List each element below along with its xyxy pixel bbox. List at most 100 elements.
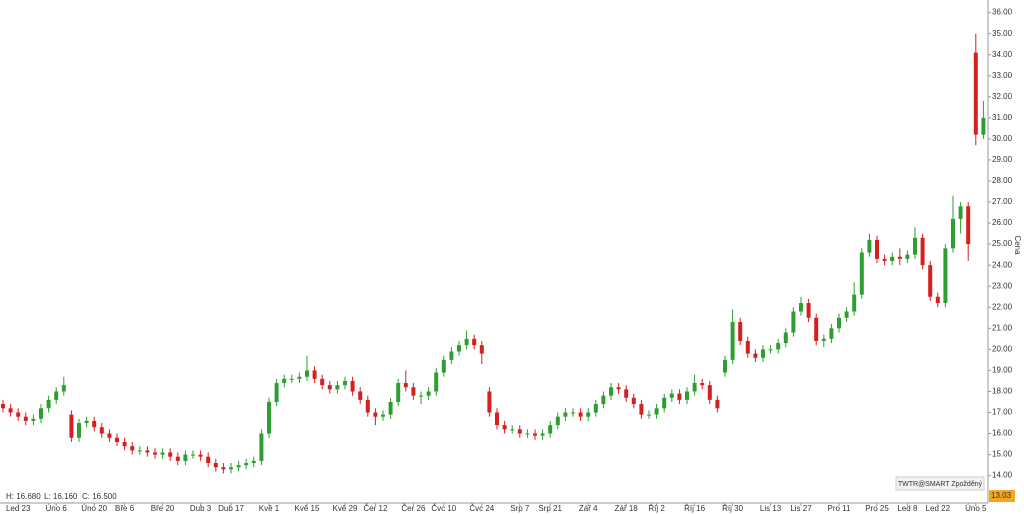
candle-body: [624, 389, 629, 398]
y-tick-label: 14.00: [992, 471, 1013, 480]
candle-body: [259, 433, 264, 461]
candle-body: [289, 378, 294, 380]
candle-body: [510, 429, 515, 431]
candle-body: [738, 322, 743, 341]
candle-body: [77, 423, 81, 438]
x-tick-label: Kvě 15: [295, 504, 320, 513]
candle-body: [137, 450, 142, 452]
info-low: L: 16.160: [44, 492, 78, 501]
candle-body: [837, 317, 841, 329]
x-tick-label: Čvc 10: [431, 504, 456, 513]
candle-body: [419, 395, 423, 397]
candle-body: [639, 404, 644, 415]
candle-body: [905, 254, 910, 259]
candle-body: [23, 416, 28, 421]
candle-body: [327, 385, 332, 390]
candle-body: [153, 452, 157, 455]
candle-body: [935, 296, 940, 304]
candle-body: [593, 404, 598, 413]
candle-body: [267, 401, 271, 434]
x-tick-label: Dub 17: [218, 504, 244, 513]
candle-body: [472, 338, 477, 346]
last-price-label: 13.03: [991, 491, 1012, 500]
candle-body: [236, 465, 241, 468]
candle-body: [806, 303, 811, 318]
candle-body: [487, 391, 492, 413]
candle-body: [707, 385, 712, 400]
candle-body: [251, 460, 256, 464]
candle-body: [320, 378, 325, 386]
y-tick-label: 32.00: [992, 92, 1013, 101]
y-tick-label: 19.00: [992, 366, 1013, 375]
y-axis-label: Cena: [1013, 235, 1022, 255]
candle-body: [525, 433, 530, 435]
y-tick-label: 31.00: [992, 113, 1013, 122]
source-badge-box: [895, 476, 985, 491]
info-high: H: 16.680: [6, 492, 41, 501]
candle-body: [244, 463, 249, 466]
candle-body: [206, 456, 211, 464]
candle-body: [388, 401, 393, 415]
candle-body: [434, 372, 439, 392]
x-tick-label: Zář 18: [615, 504, 639, 513]
y-tick-label: 34.00: [992, 50, 1013, 59]
candle-body: [799, 303, 803, 312]
candle-body: [274, 383, 279, 402]
candle-body: [1, 404, 5, 409]
candle-body: [533, 433, 537, 436]
candle-body: [183, 454, 188, 461]
candle-body: [16, 412, 21, 417]
x-tick-label: Čvc 24: [469, 504, 494, 513]
candle-body: [814, 317, 819, 341]
candle-body: [396, 383, 401, 402]
y-tick-label: 33.00: [992, 71, 1013, 80]
candle-body: [426, 391, 431, 396]
candle-body: [783, 332, 788, 344]
candle-body: [479, 345, 484, 354]
candle-body: [229, 467, 233, 470]
candle-body: [692, 383, 697, 392]
candle-body: [730, 322, 735, 360]
y-tick-label: 15.00: [992, 450, 1013, 459]
candle-body: [39, 408, 43, 419]
x-tick-label: Říj 30: [722, 504, 743, 513]
candle-body: [441, 359, 446, 373]
candle-body: [46, 399, 51, 409]
y-tick-label: 22.00: [992, 302, 1013, 311]
candle-body: [297, 376, 302, 379]
candle-body: [631, 397, 636, 405]
y-tick-label: 25.00: [992, 239, 1013, 248]
candle-body: [305, 370, 309, 377]
x-tick-label: Zář 4: [579, 504, 598, 513]
candle-body: [213, 463, 218, 468]
candle-body: [563, 412, 568, 417]
candle-body: [92, 420, 97, 428]
last-price-box: [989, 490, 1015, 503]
candle-body: [882, 258, 887, 261]
y-tick-label: 36.00: [992, 8, 1013, 17]
candle-body: [578, 412, 583, 417]
x-tick-label: Led 8: [897, 504, 918, 513]
candle-body: [335, 385, 340, 390]
candle-body: [548, 425, 553, 434]
x-tick-label: Úno 20: [81, 504, 107, 513]
candle-body: [373, 412, 378, 417]
x-tick-label: Říj 16: [684, 504, 705, 513]
candle-body: [791, 311, 796, 333]
candle-body: [365, 399, 370, 413]
candle-body: [677, 393, 682, 400]
candle-body: [821, 338, 826, 341]
candle-body: [745, 340, 750, 354]
candle-body: [601, 395, 606, 405]
y-tick-label: 35.00: [992, 29, 1013, 38]
y-tick-label: 21.00: [992, 323, 1013, 332]
candle-body: [457, 345, 461, 352]
y-tick-label: 17.00: [992, 408, 1013, 417]
y-tick-label: 23.00: [992, 281, 1013, 290]
candle-body: [411, 387, 416, 396]
candle-body: [852, 294, 857, 312]
candle-body: [654, 408, 659, 415]
y-tick-label: 29.00: [992, 155, 1013, 164]
candle-body: [221, 467, 226, 470]
